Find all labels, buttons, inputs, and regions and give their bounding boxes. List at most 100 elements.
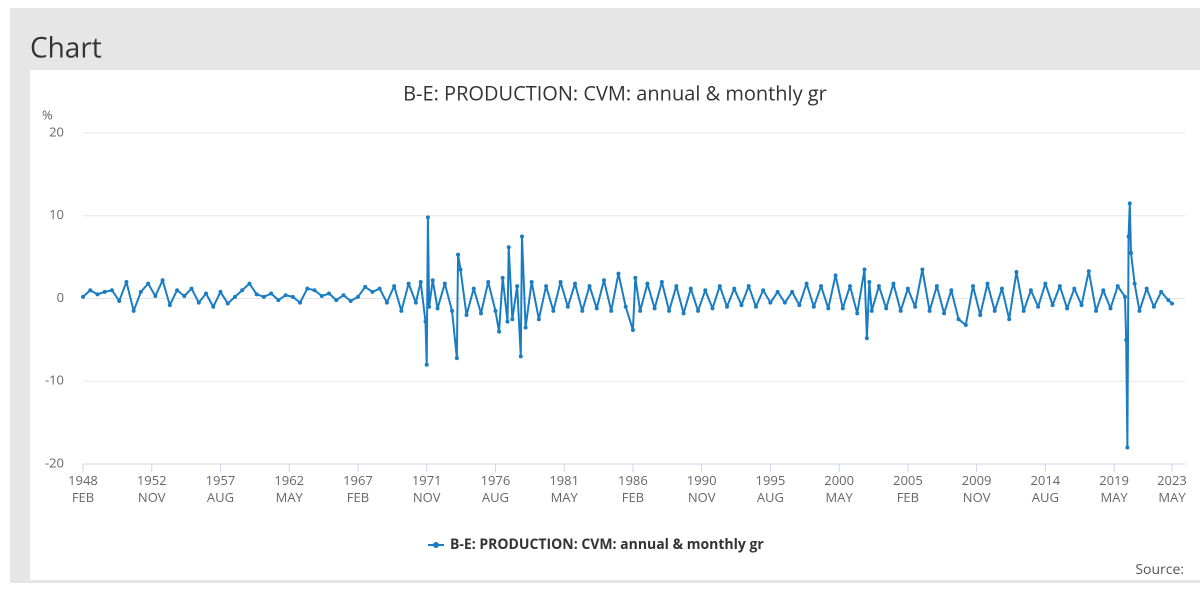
- data-point: [1122, 294, 1127, 299]
- data-point: [753, 304, 758, 309]
- data-point: [790, 289, 795, 294]
- x-tick-label: 2023 MAY: [1157, 471, 1187, 506]
- data-point: [1115, 284, 1120, 289]
- data-point: [864, 336, 869, 341]
- data-point: [218, 289, 223, 294]
- data-point: [334, 298, 339, 303]
- data-point: [934, 284, 939, 289]
- data-point: [1108, 306, 1113, 311]
- data-point: [811, 304, 816, 309]
- data-point: [425, 215, 430, 220]
- data-point: [312, 288, 317, 293]
- data-point: [601, 278, 606, 283]
- data-point: [978, 313, 983, 318]
- legend-label: B-E: PRODUCTION: CVM: annual & monthly g…: [450, 535, 764, 554]
- legend-marker: [433, 542, 439, 548]
- data-point: [254, 292, 259, 297]
- panel-title: Chart: [30, 28, 102, 66]
- data-point: [211, 304, 216, 309]
- x-tick-label: 2009 NOV: [962, 471, 992, 506]
- data-point: [782, 300, 787, 305]
- data-point: [623, 304, 628, 309]
- data-point: [913, 304, 918, 309]
- data-point: [1170, 301, 1174, 306]
- data-point: [247, 281, 252, 286]
- data-point: [927, 308, 932, 313]
- y-tick-label: -10: [45, 371, 64, 389]
- data-point: [450, 308, 455, 313]
- data-point: [1166, 298, 1171, 303]
- data-point: [573, 281, 578, 286]
- data-point: [424, 362, 429, 367]
- data-point: [992, 308, 997, 313]
- data-point: [688, 286, 693, 291]
- data-point: [1144, 286, 1149, 291]
- data-point: [276, 298, 281, 303]
- x-tick-label: 1995 AUG: [756, 471, 786, 506]
- data-point: [1057, 284, 1062, 289]
- data-point: [633, 275, 638, 280]
- x-tick-label: 1962 MAY: [274, 471, 304, 506]
- data-point: [506, 245, 511, 250]
- data-point: [240, 288, 245, 293]
- data-point: [949, 288, 954, 293]
- data-point: [1079, 303, 1084, 308]
- data-point: [1101, 288, 1106, 293]
- data-point: [423, 319, 428, 324]
- data-point: [681, 311, 686, 316]
- x-tick-label: 2014 AUG: [1031, 471, 1061, 506]
- x-tick-label: 2000 MAY: [824, 471, 854, 506]
- data-point: [435, 306, 440, 311]
- data-point: [905, 286, 910, 291]
- data-point: [819, 284, 824, 289]
- data-point: [471, 286, 476, 291]
- data-point: [956, 317, 961, 322]
- x-tick-label: 1948 FEB: [68, 471, 98, 506]
- x-tick-label: 1971 NOV: [412, 471, 442, 506]
- data-point: [283, 293, 288, 298]
- data-point: [724, 304, 729, 309]
- data-point: [327, 291, 332, 296]
- data-point: [478, 311, 483, 316]
- y-tick-label: 0: [57, 288, 64, 306]
- data-point: [768, 300, 773, 305]
- data-point: [920, 267, 925, 272]
- data-point: [1137, 308, 1142, 313]
- y-tick-label: 20: [49, 122, 64, 140]
- data-point: [840, 306, 845, 311]
- data-point: [515, 284, 520, 289]
- data-point: [703, 288, 708, 293]
- data-point: [594, 306, 599, 311]
- data-point: [609, 308, 614, 313]
- data-point: [81, 294, 85, 299]
- x-tick-label: 1976 AUG: [481, 471, 511, 506]
- x-tick-label: 1957 AUG: [206, 471, 236, 506]
- data-point: [985, 281, 990, 286]
- data-point: [674, 284, 679, 289]
- data-point: [1125, 445, 1130, 450]
- data-point: [942, 311, 947, 316]
- data-point: [848, 284, 853, 289]
- data-point: [804, 281, 809, 286]
- data-point: [565, 304, 570, 309]
- data-point: [746, 284, 751, 289]
- data-point: [348, 298, 353, 303]
- data-point: [630, 327, 635, 332]
- data-point: [95, 292, 100, 297]
- data-point: [551, 308, 556, 313]
- data-point: [1151, 304, 1156, 309]
- data-point: [891, 281, 896, 286]
- y-tick-label: 10: [49, 205, 64, 223]
- x-tick-label: 1986 FEB: [618, 471, 648, 506]
- data-point: [160, 278, 165, 283]
- data-point: [638, 308, 643, 313]
- x-tick-label: 1967 FEB: [343, 471, 373, 506]
- data-point: [867, 279, 872, 284]
- data-point: [182, 294, 187, 299]
- data-point: [587, 284, 592, 289]
- data-point: [855, 311, 860, 316]
- data-point: [1094, 308, 1099, 313]
- data-point: [519, 234, 524, 239]
- data-point: [418, 279, 423, 284]
- data-point: [175, 288, 180, 293]
